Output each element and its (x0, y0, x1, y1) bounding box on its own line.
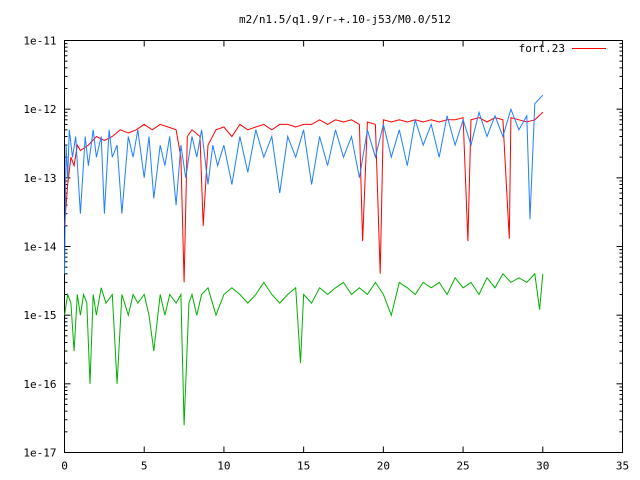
x-tick-label: 10 (217, 460, 230, 473)
y-tick-label: 1e-15 (23, 309, 56, 322)
plot-frame (64, 40, 623, 453)
x-tick-label: 35 (616, 460, 629, 473)
x-tick-label: 30 (536, 460, 549, 473)
legend-label-fort-23: fort.23 (519, 42, 565, 55)
series-layer (64, 94, 544, 426)
y-tick-label: 1e-11 (23, 35, 56, 48)
y-tick-label: 1e-14 (23, 241, 56, 254)
y-tick-label: 1e-16 (23, 378, 56, 391)
y-tick-label: 1e-13 (23, 172, 56, 185)
chart-title: m2/n1.5/q1.9/r-+.10-j53/M0.0/512 (239, 13, 451, 26)
x-tick-label: 25 (456, 460, 469, 473)
x-axis: 0 5 10 15 20 25 30 35 (61, 40, 629, 473)
series-line-series-2 (64, 272, 544, 426)
x-tick-label: 5 (141, 460, 148, 473)
y-tick-label: 1e-17 (23, 447, 56, 460)
x-tick-label: 15 (297, 460, 310, 473)
x-tick-label: 20 (377, 460, 390, 473)
y-axis: 1e-17 1e-16 1e-15 1e-14 1e-13 1e-12 1e-11 (23, 35, 623, 460)
y-tick-label: 1e-12 (23, 103, 56, 116)
series-line-series-1 (64, 94, 544, 274)
legend: fort.23 (519, 42, 606, 55)
x-tick-label: 0 (61, 460, 68, 473)
series-line-fort-23 (64, 111, 544, 283)
